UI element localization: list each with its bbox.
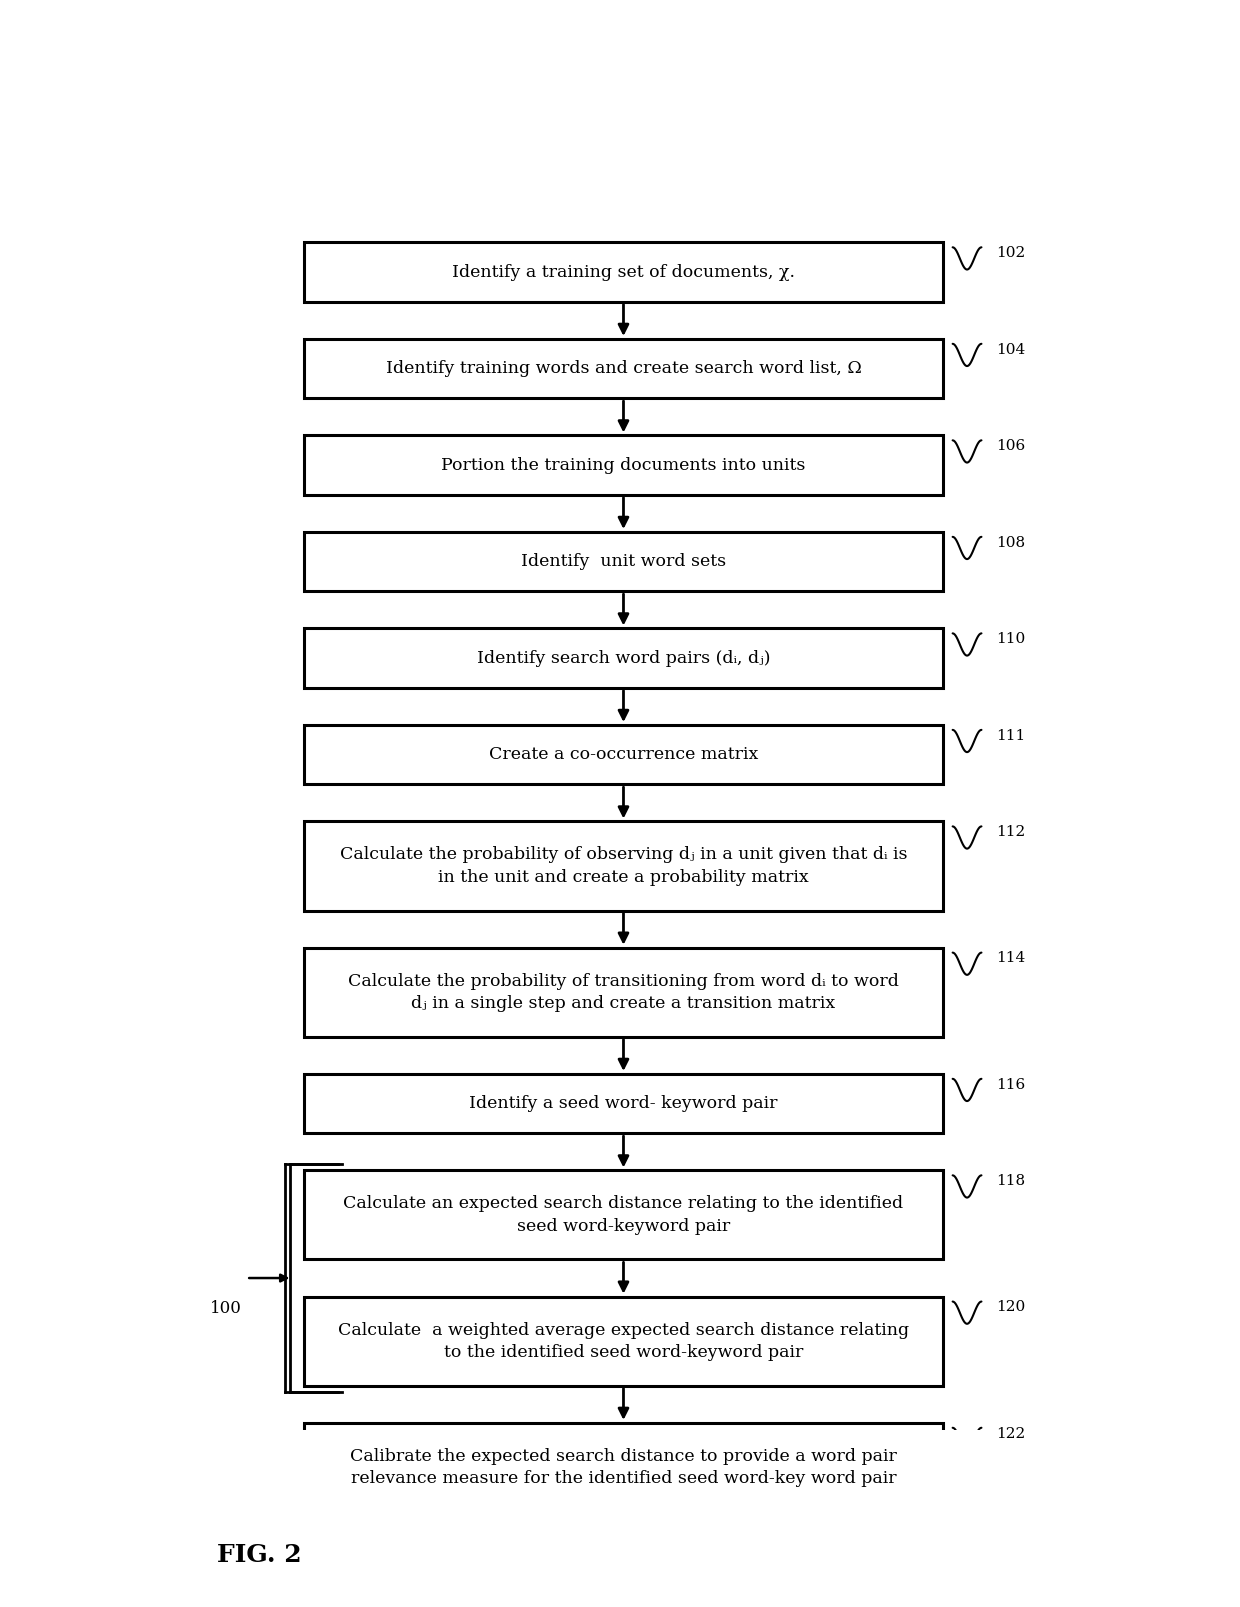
Bar <box>304 339 942 399</box>
Bar <box>304 1297 942 1385</box>
Text: 102: 102 <box>996 246 1025 260</box>
Text: Identify a training set of documents, χ.: Identify a training set of documents, χ. <box>453 264 795 281</box>
Bar <box>304 243 942 302</box>
Text: Identify  unit word sets: Identify unit word sets <box>521 553 727 570</box>
Bar <box>304 532 942 591</box>
Bar <box>304 948 942 1037</box>
Text: Identify a seed word- keyword pair: Identify a seed word- keyword pair <box>469 1094 777 1112</box>
Text: 112: 112 <box>996 824 1025 839</box>
Text: 120: 120 <box>996 1300 1025 1315</box>
Text: Calculate the probability of observing dⱼ in a unit given that dᵢ is
in the unit: Calculate the probability of observing d… <box>340 847 908 885</box>
Text: Identify search word pairs (dᵢ, dⱼ): Identify search word pairs (dᵢ, dⱼ) <box>476 649 770 667</box>
Text: 106: 106 <box>996 439 1025 453</box>
Text: 122: 122 <box>996 1427 1025 1440</box>
Text: Calculate the probability of transitioning from word dᵢ to word
dⱼ in a single s: Calculate the probability of transitioni… <box>348 972 899 1012</box>
Text: Create a co-occurrence matrix: Create a co-occurrence matrix <box>489 746 758 763</box>
Text: Portion the training documents into units: Portion the training documents into unit… <box>441 456 806 474</box>
Bar <box>304 435 942 495</box>
Text: Calculate an expected search distance relating to the identified
seed word-keywo: Calculate an expected search distance re… <box>343 1196 904 1234</box>
Text: 104: 104 <box>996 342 1025 357</box>
Bar <box>304 628 942 688</box>
Text: 111: 111 <box>996 728 1025 742</box>
Bar <box>304 1170 942 1260</box>
Text: 110: 110 <box>996 632 1025 646</box>
Bar <box>304 821 942 911</box>
Bar <box>304 1422 942 1512</box>
Bar <box>304 725 942 784</box>
Text: Calibrate the expected search distance to provide a word pair
relevance measure : Calibrate the expected search distance t… <box>350 1448 897 1486</box>
Text: 114: 114 <box>996 951 1025 966</box>
Text: 108: 108 <box>996 535 1025 550</box>
Text: 116: 116 <box>996 1078 1025 1091</box>
Bar <box>304 1073 942 1133</box>
Text: FIG. 2: FIG. 2 <box>217 1543 303 1567</box>
Text: Calculate  a weighted average expected search distance relating
to the identifie: Calculate a weighted average expected se… <box>339 1321 909 1361</box>
Text: 100: 100 <box>210 1300 242 1318</box>
Text: Identify training words and create search word list, Ω: Identify training words and create searc… <box>386 360 862 378</box>
Text: 118: 118 <box>996 1175 1025 1188</box>
